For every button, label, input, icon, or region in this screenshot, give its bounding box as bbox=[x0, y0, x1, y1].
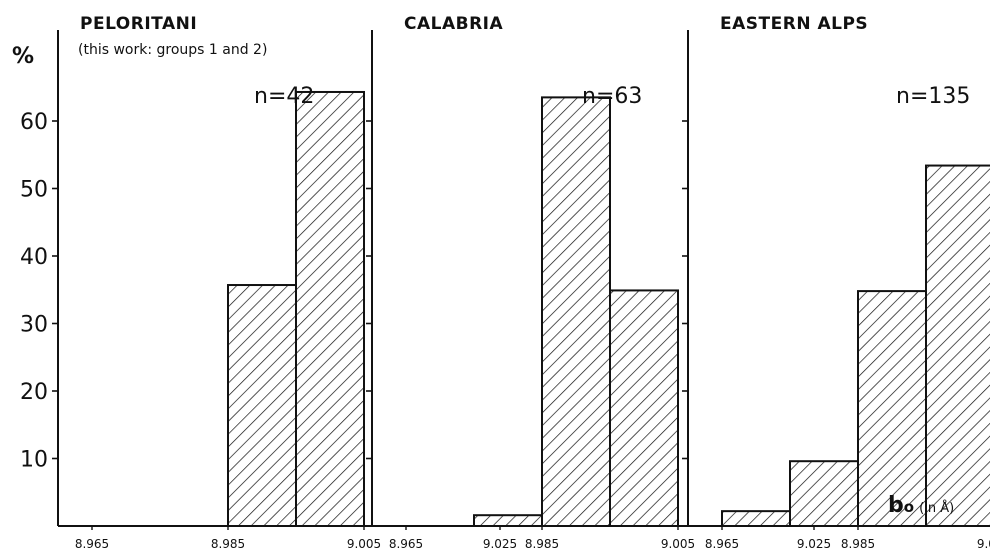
panel-title-calabria: CALABRIA bbox=[404, 14, 504, 34]
panel-title-peloritani: PELORITANI bbox=[80, 14, 198, 34]
panel-title-eastern-alps: EASTERN ALPS bbox=[720, 14, 869, 34]
x-tick-label-1-1: 8.985 bbox=[525, 537, 559, 551]
x-tick-label-1-3: 9.025 bbox=[797, 537, 831, 551]
y-tick-label-0: 10 bbox=[20, 448, 48, 473]
y-tick-label-3: 40 bbox=[20, 245, 48, 270]
x-tick-label-0-0: 8.965 bbox=[75, 537, 109, 551]
y-tick-label-2: 30 bbox=[20, 313, 48, 338]
histogram-bar-1-1 bbox=[541, 96, 611, 527]
y-tick-label-1: 20 bbox=[20, 380, 48, 405]
x-tick-label-0-3: 9.025 bbox=[483, 537, 517, 551]
x-tick-label-2-2: 9.005 bbox=[977, 537, 990, 551]
histogram-bar-2-2 bbox=[857, 290, 927, 527]
x-tick-label-2-1: 8.985 bbox=[841, 537, 875, 551]
histogram-bar-2-3 bbox=[925, 164, 990, 528]
histogram-bar-0-0 bbox=[227, 284, 297, 527]
y-tick-label-4: 50 bbox=[20, 178, 48, 203]
sample-size-eastern-alps: n=135 bbox=[896, 84, 971, 109]
sample-size-peloritani: n=42 bbox=[254, 84, 315, 109]
x-unit-text: (in Å) bbox=[919, 501, 955, 516]
x-axis-unit-label: bo (in Å) bbox=[888, 493, 954, 518]
histogram-bar-0-1 bbox=[295, 90, 365, 527]
x-tick-label-0-2: 9.005 bbox=[347, 537, 381, 551]
panel-subtitle-peloritani: (this work: groups 1 and 2) bbox=[78, 42, 268, 58]
x-tick-label-1-2: 9.005 bbox=[661, 537, 695, 551]
x-unit-symbol: b bbox=[888, 493, 904, 518]
histogram-bar-1-0 bbox=[473, 514, 543, 528]
x-tick-label-1-0: 8.965 bbox=[389, 537, 423, 551]
x-tick-label-2-0: 8.965 bbox=[705, 537, 739, 551]
y-tick-label-5: 60 bbox=[20, 110, 48, 135]
y-axis-label: % bbox=[12, 44, 35, 69]
x-unit-subscript: o bbox=[903, 498, 915, 516]
histogram-bar-2-1 bbox=[789, 460, 859, 528]
x-tick-label-0-1: 8.985 bbox=[211, 537, 245, 551]
sample-size-calabria: n=63 bbox=[582, 84, 643, 109]
histogram-bar-2-0 bbox=[721, 510, 791, 527]
histogram-bar-1-2 bbox=[609, 289, 679, 527]
